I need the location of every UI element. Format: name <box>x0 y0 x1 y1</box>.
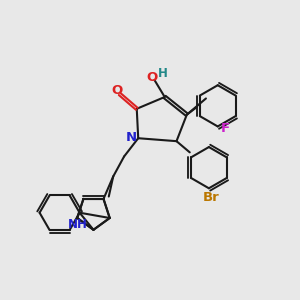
Text: O: O <box>111 84 122 97</box>
Text: N: N <box>126 131 137 144</box>
Text: Br: Br <box>203 190 220 204</box>
Text: H: H <box>158 67 168 80</box>
Text: NH: NH <box>68 218 88 231</box>
Text: F: F <box>220 122 230 135</box>
Text: O: O <box>146 71 158 84</box>
